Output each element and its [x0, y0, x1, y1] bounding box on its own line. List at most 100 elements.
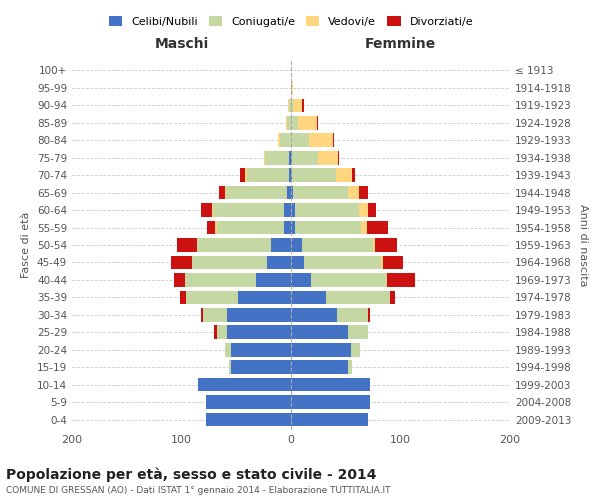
Legend: Celibi/Nubili, Coniugati/e, Vedovi/e, Divorziati/e: Celibi/Nubili, Coniugati/e, Vedovi/e, Di… — [104, 12, 478, 32]
Bar — [332, 134, 334, 147]
Bar — [170, 256, 193, 270]
Bar — [383, 256, 403, 270]
Bar — [291, 116, 298, 130]
Bar — [348, 326, 368, 339]
Bar — [177, 238, 197, 252]
Bar — [212, 204, 213, 217]
Bar — [229, 360, 231, 374]
Bar — [292, 81, 293, 94]
Bar — [245, 168, 247, 182]
Bar — [238, 290, 291, 304]
Bar — [291, 168, 292, 182]
Text: Popolazione per età, sesso e stato civile - 2014: Popolazione per età, sesso e stato civil… — [6, 468, 377, 482]
Bar — [217, 220, 284, 234]
Bar — [361, 220, 367, 234]
Bar — [206, 220, 215, 234]
Bar — [317, 116, 319, 130]
Bar — [239, 168, 245, 182]
Bar — [295, 220, 361, 234]
Bar — [302, 238, 373, 252]
Bar — [298, 116, 317, 130]
Bar — [278, 134, 280, 147]
Bar — [291, 81, 292, 94]
Bar — [291, 204, 295, 217]
Bar — [193, 256, 267, 270]
Bar — [381, 256, 383, 270]
Bar — [359, 204, 368, 217]
Bar — [351, 343, 360, 356]
Bar — [348, 186, 359, 200]
Bar — [231, 360, 291, 374]
Y-axis label: Anni di nascita: Anni di nascita — [578, 204, 588, 286]
Bar — [289, 168, 291, 182]
Bar — [267, 256, 291, 270]
Bar — [291, 151, 292, 164]
Bar — [311, 273, 388, 286]
Bar — [226, 343, 231, 356]
Bar — [288, 98, 289, 112]
Bar — [231, 343, 291, 356]
Bar — [292, 151, 319, 164]
Bar — [256, 273, 291, 286]
Bar — [185, 273, 256, 286]
Bar — [201, 308, 203, 322]
Bar — [265, 151, 289, 164]
Bar — [217, 326, 227, 339]
Bar — [352, 168, 355, 182]
Bar — [308, 134, 332, 147]
Bar — [367, 220, 388, 234]
Bar — [293, 186, 348, 200]
Bar — [284, 204, 291, 217]
Bar — [348, 360, 352, 374]
Bar — [291, 134, 308, 147]
Bar — [201, 204, 212, 217]
Bar — [203, 308, 227, 322]
Bar — [291, 412, 368, 426]
Bar — [226, 186, 287, 200]
Bar — [291, 343, 351, 356]
Bar — [291, 308, 337, 322]
Bar — [291, 220, 295, 234]
Bar — [197, 238, 271, 252]
Bar — [293, 98, 302, 112]
Bar — [319, 151, 338, 164]
Bar — [289, 151, 291, 164]
Bar — [263, 151, 265, 164]
Bar — [280, 134, 291, 147]
Bar — [368, 308, 370, 322]
Bar — [326, 290, 389, 304]
Bar — [247, 168, 289, 182]
Bar — [291, 360, 348, 374]
Bar — [373, 238, 376, 252]
Bar — [291, 273, 311, 286]
Bar — [291, 98, 293, 112]
Bar — [287, 116, 291, 130]
Bar — [376, 238, 397, 252]
Bar — [289, 98, 291, 112]
Bar — [337, 308, 368, 322]
Bar — [215, 220, 217, 234]
Bar — [206, 396, 291, 409]
Bar — [336, 168, 352, 182]
Bar — [198, 378, 291, 392]
Bar — [214, 326, 217, 339]
Text: Femmine: Femmine — [365, 38, 436, 52]
Bar — [286, 116, 287, 130]
Text: Maschi: Maschi — [154, 38, 209, 52]
Bar — [359, 186, 368, 200]
Bar — [174, 273, 185, 286]
Text: COMUNE DI GRESSAN (AO) - Dati ISTAT 1° gennaio 2014 - Elaborazione TUTTITALIA.IT: COMUNE DI GRESSAN (AO) - Dati ISTAT 1° g… — [6, 486, 391, 495]
Bar — [186, 290, 238, 304]
Bar — [213, 204, 284, 217]
Bar — [284, 220, 291, 234]
Bar — [287, 186, 291, 200]
Bar — [219, 186, 226, 200]
Bar — [227, 326, 291, 339]
Bar — [291, 256, 304, 270]
Bar — [291, 326, 348, 339]
Bar — [227, 308, 291, 322]
Bar — [291, 238, 302, 252]
Bar — [291, 290, 326, 304]
Bar — [271, 238, 291, 252]
Bar — [368, 204, 376, 217]
